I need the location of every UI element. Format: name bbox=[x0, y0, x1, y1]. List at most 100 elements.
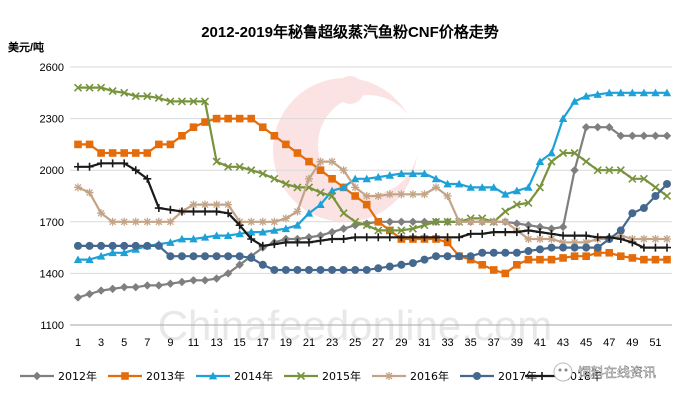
data-point bbox=[201, 252, 210, 261]
data-point bbox=[281, 224, 291, 233]
data-point bbox=[558, 148, 568, 158]
data-point bbox=[258, 123, 267, 131]
data-point bbox=[663, 179, 671, 188]
data-point bbox=[512, 219, 522, 228]
data-point bbox=[351, 233, 360, 242]
data-point bbox=[547, 157, 556, 166]
data-point bbox=[166, 252, 175, 261]
data-point bbox=[339, 209, 348, 218]
data-point bbox=[501, 269, 510, 278]
data-point bbox=[524, 198, 533, 207]
data-point bbox=[385, 262, 394, 271]
data-point bbox=[570, 231, 579, 240]
data-point bbox=[547, 148, 556, 157]
x-axis: 1 3 5 7 9 11 13 15 17 19 21 23 25 27 29 31 33 35 37 39 41 43 4… bbox=[70, 324, 672, 349]
watermark-logo bbox=[273, 76, 418, 222]
data-point bbox=[501, 228, 510, 237]
data-point bbox=[178, 132, 186, 140]
data-point bbox=[143, 92, 152, 101]
x-tick-label: 23 bbox=[326, 337, 338, 349]
data-point bbox=[397, 169, 406, 178]
legend-marker bbox=[385, 372, 393, 380]
data-point bbox=[120, 149, 128, 157]
data-point bbox=[455, 252, 464, 261]
data-point bbox=[293, 238, 302, 247]
data-point bbox=[74, 241, 82, 250]
data-point bbox=[455, 233, 464, 242]
data-point bbox=[154, 204, 163, 213]
data-point bbox=[120, 159, 129, 168]
series-line bbox=[78, 91, 667, 261]
data-point bbox=[581, 92, 591, 100]
series-2014年 bbox=[73, 88, 672, 264]
data-point bbox=[143, 241, 152, 250]
data-point bbox=[177, 277, 187, 287]
wechat-icon bbox=[553, 362, 573, 382]
data-point bbox=[96, 286, 106, 295]
data-point bbox=[224, 162, 233, 171]
data-point bbox=[501, 217, 510, 226]
data-point bbox=[466, 252, 475, 261]
data-point bbox=[74, 162, 82, 171]
data-point bbox=[316, 236, 325, 245]
data-point bbox=[143, 149, 152, 157]
data-point bbox=[212, 274, 221, 283]
x-tick-label: 11 bbox=[188, 337, 199, 349]
data-point bbox=[489, 217, 498, 226]
data-point bbox=[97, 149, 105, 157]
data-point bbox=[97, 241, 106, 250]
x-tick-label: 43 bbox=[557, 337, 569, 349]
data-point bbox=[281, 265, 290, 274]
data-point bbox=[328, 265, 337, 274]
data-point bbox=[212, 231, 221, 239]
x-tick-label: 1 bbox=[75, 337, 81, 349]
data-point bbox=[662, 131, 672, 140]
data-point bbox=[593, 233, 602, 242]
series-2015年 bbox=[73, 83, 672, 235]
data-point bbox=[258, 241, 267, 250]
data-point bbox=[108, 217, 117, 226]
data-point bbox=[154, 241, 163, 250]
data-point bbox=[258, 260, 267, 269]
data-point bbox=[270, 240, 279, 249]
data-point bbox=[662, 88, 672, 97]
data-point bbox=[328, 235, 337, 243]
x-tick-label: 33 bbox=[441, 337, 453, 349]
data-point bbox=[524, 235, 533, 243]
data-point bbox=[177, 207, 186, 216]
chart-title: 2012-2019年秘鲁超级蒸汽鱼粉CNF价格走势 bbox=[201, 23, 499, 41]
data-point bbox=[420, 169, 429, 178]
data-point bbox=[85, 83, 94, 92]
data-point bbox=[108, 159, 117, 168]
legend-marker bbox=[208, 371, 218, 380]
data-point bbox=[628, 174, 637, 183]
data-point bbox=[397, 190, 406, 199]
data-point bbox=[443, 217, 452, 226]
data-point bbox=[85, 162, 94, 171]
data-point bbox=[351, 192, 359, 200]
data-point bbox=[559, 231, 568, 240]
data-point bbox=[408, 190, 417, 199]
x-tick-label: 19 bbox=[280, 337, 292, 349]
data-point bbox=[166, 140, 175, 149]
data-point bbox=[258, 217, 267, 226]
data-point bbox=[570, 97, 579, 105]
data-point bbox=[489, 248, 498, 257]
data-point bbox=[593, 243, 602, 252]
data-point bbox=[478, 183, 487, 191]
series-line bbox=[78, 86, 668, 232]
data-point bbox=[247, 166, 256, 175]
wechat-eye-left bbox=[558, 368, 562, 372]
data-point bbox=[327, 186, 337, 195]
data-point bbox=[431, 174, 441, 183]
data-point bbox=[293, 207, 302, 216]
data-point bbox=[362, 174, 371, 183]
data-point bbox=[270, 174, 279, 183]
series-line bbox=[78, 183, 668, 272]
data-point bbox=[224, 252, 233, 261]
data-point bbox=[559, 243, 568, 252]
x-tick-label: 29 bbox=[395, 337, 407, 349]
x-tick-label: 41 bbox=[534, 337, 546, 349]
data-point bbox=[385, 226, 394, 235]
data-point bbox=[304, 238, 313, 247]
